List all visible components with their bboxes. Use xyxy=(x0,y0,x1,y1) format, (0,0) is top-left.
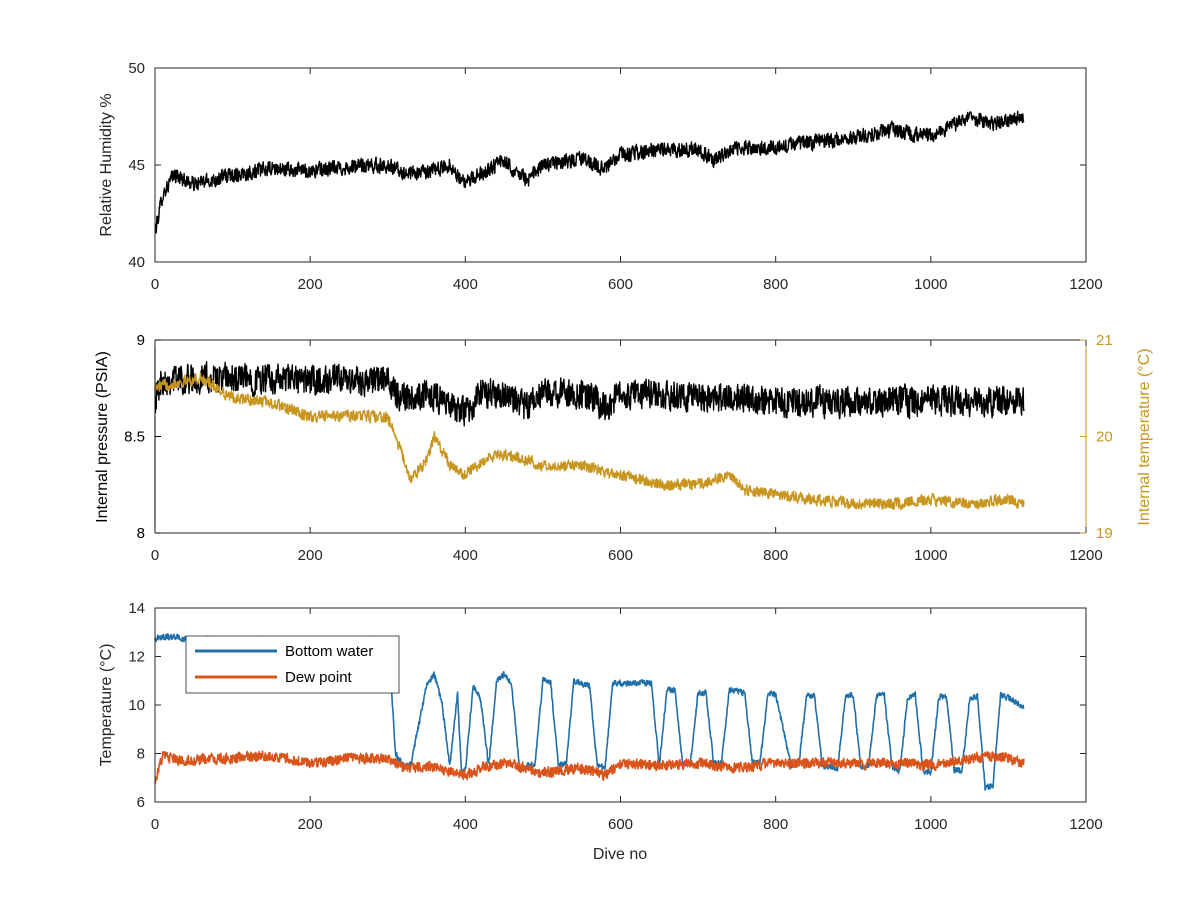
humidity-series-layer xyxy=(154,110,1025,234)
pressure-temperature-ytick-label-right: 20 xyxy=(1096,429,1113,446)
pressure-temperature-ytick-label: 8.5 xyxy=(124,429,145,446)
legend-box xyxy=(185,635,400,694)
legend-bottom-water-label: Bottom water xyxy=(285,643,373,660)
legend: Bottom water Dew point xyxy=(185,635,400,694)
pressure-temperature-ytick-label-right: 21 xyxy=(1096,332,1113,349)
humidity-xtick-label: 800 xyxy=(763,276,788,293)
temperature-xtick-label: 0 xyxy=(151,816,159,833)
temperature-ytick-label: 12 xyxy=(128,649,145,666)
pressure-temperature-series-layer xyxy=(154,361,1025,511)
temperature-xtick-label: 1200 xyxy=(1069,816,1102,833)
humidity-ytick-label: 45 xyxy=(128,157,145,174)
pressure-temperature-xtick-label: 0 xyxy=(151,547,159,564)
humidity-xtick-label: 400 xyxy=(453,276,478,293)
temperature-xtick-label: 200 xyxy=(298,816,323,833)
pressure-temperature-xtick-label: 1000 xyxy=(914,547,947,564)
temperature-ticks: 0 200 400 600 800 1000 1200 6 8 10 12 14 xyxy=(128,600,1102,833)
humidity-xtick-label: 600 xyxy=(608,276,633,293)
legend-dew-point-label: Dew point xyxy=(285,669,353,686)
temperature-ytick-label: 10 xyxy=(128,697,145,714)
humidity-ticks: 0 200 400 600 800 1000 1200 40 45 50 xyxy=(128,60,1102,293)
internal-temperature-series-line xyxy=(154,372,1025,511)
humidity-xtick-label: 1200 xyxy=(1069,276,1102,293)
pressure-ylabel: Internal pressure (PSIA) xyxy=(94,351,111,523)
temperature-xtick-label: 600 xyxy=(608,816,633,833)
pressure-temperature-xtick-label: 1200 xyxy=(1069,547,1102,564)
internal-temperature-ylabel: Internal temperature (°C) xyxy=(1136,348,1153,525)
pressure-temperature-xtick-label: 200 xyxy=(298,547,323,564)
humidity-xtick-label: 1000 xyxy=(914,276,947,293)
pressure-temperature-ytick-label-right: 19 xyxy=(1096,525,1113,542)
internal-pressure-series-line xyxy=(154,361,1025,427)
temperature-xtick-label: 1000 xyxy=(914,816,947,833)
humidity-ylabel: Relative Humidity % xyxy=(98,93,115,236)
pressure-temperature-xtick-label: 600 xyxy=(608,547,633,564)
pressure-temperature-ytick-label: 9 xyxy=(137,332,145,349)
pressure-temperature-xtick-label: 400 xyxy=(453,547,478,564)
pressure-temperature-xtick-label: 800 xyxy=(763,547,788,564)
dive-no-xlabel: Dive no xyxy=(593,846,647,863)
humidity-series-line xyxy=(154,110,1025,234)
humidity-panel: 0 200 400 600 800 1000 1200 40 45 50 Relative Hum… xyxy=(98,60,1103,293)
temperature-ytick-label: 8 xyxy=(137,746,145,763)
temperature-ytick-label: 14 xyxy=(128,600,145,617)
dew-point-series-line xyxy=(154,750,1025,785)
temperature-ylabel: Temperature (°C) xyxy=(98,644,115,767)
humidity-ytick-label: 50 xyxy=(128,60,145,77)
temperature-ytick-label: 6 xyxy=(137,794,145,811)
pressure-temperature-ytick-label: 8 xyxy=(137,525,145,542)
temperature-xtick-label: 400 xyxy=(453,816,478,833)
humidity-xtick-label: 0 xyxy=(151,276,159,293)
temperature-xtick-label: 800 xyxy=(763,816,788,833)
pressure-temperature-panel: 0 200 400 600 800 1000 1200 8 8.5 9 19 20 21 Interna… xyxy=(94,332,1153,564)
humidity-xtick-label: 200 xyxy=(298,276,323,293)
pressure-temperature-ticks: 0 200 400 600 800 1000 1200 8 8.5 9 19 20 21 xyxy=(124,332,1113,564)
humidity-ytick-label: 40 xyxy=(128,254,145,271)
temperature-panel: 0 200 400 600 800 1000 1200 6 8 10 12 14 Temperatur… xyxy=(98,600,1103,863)
